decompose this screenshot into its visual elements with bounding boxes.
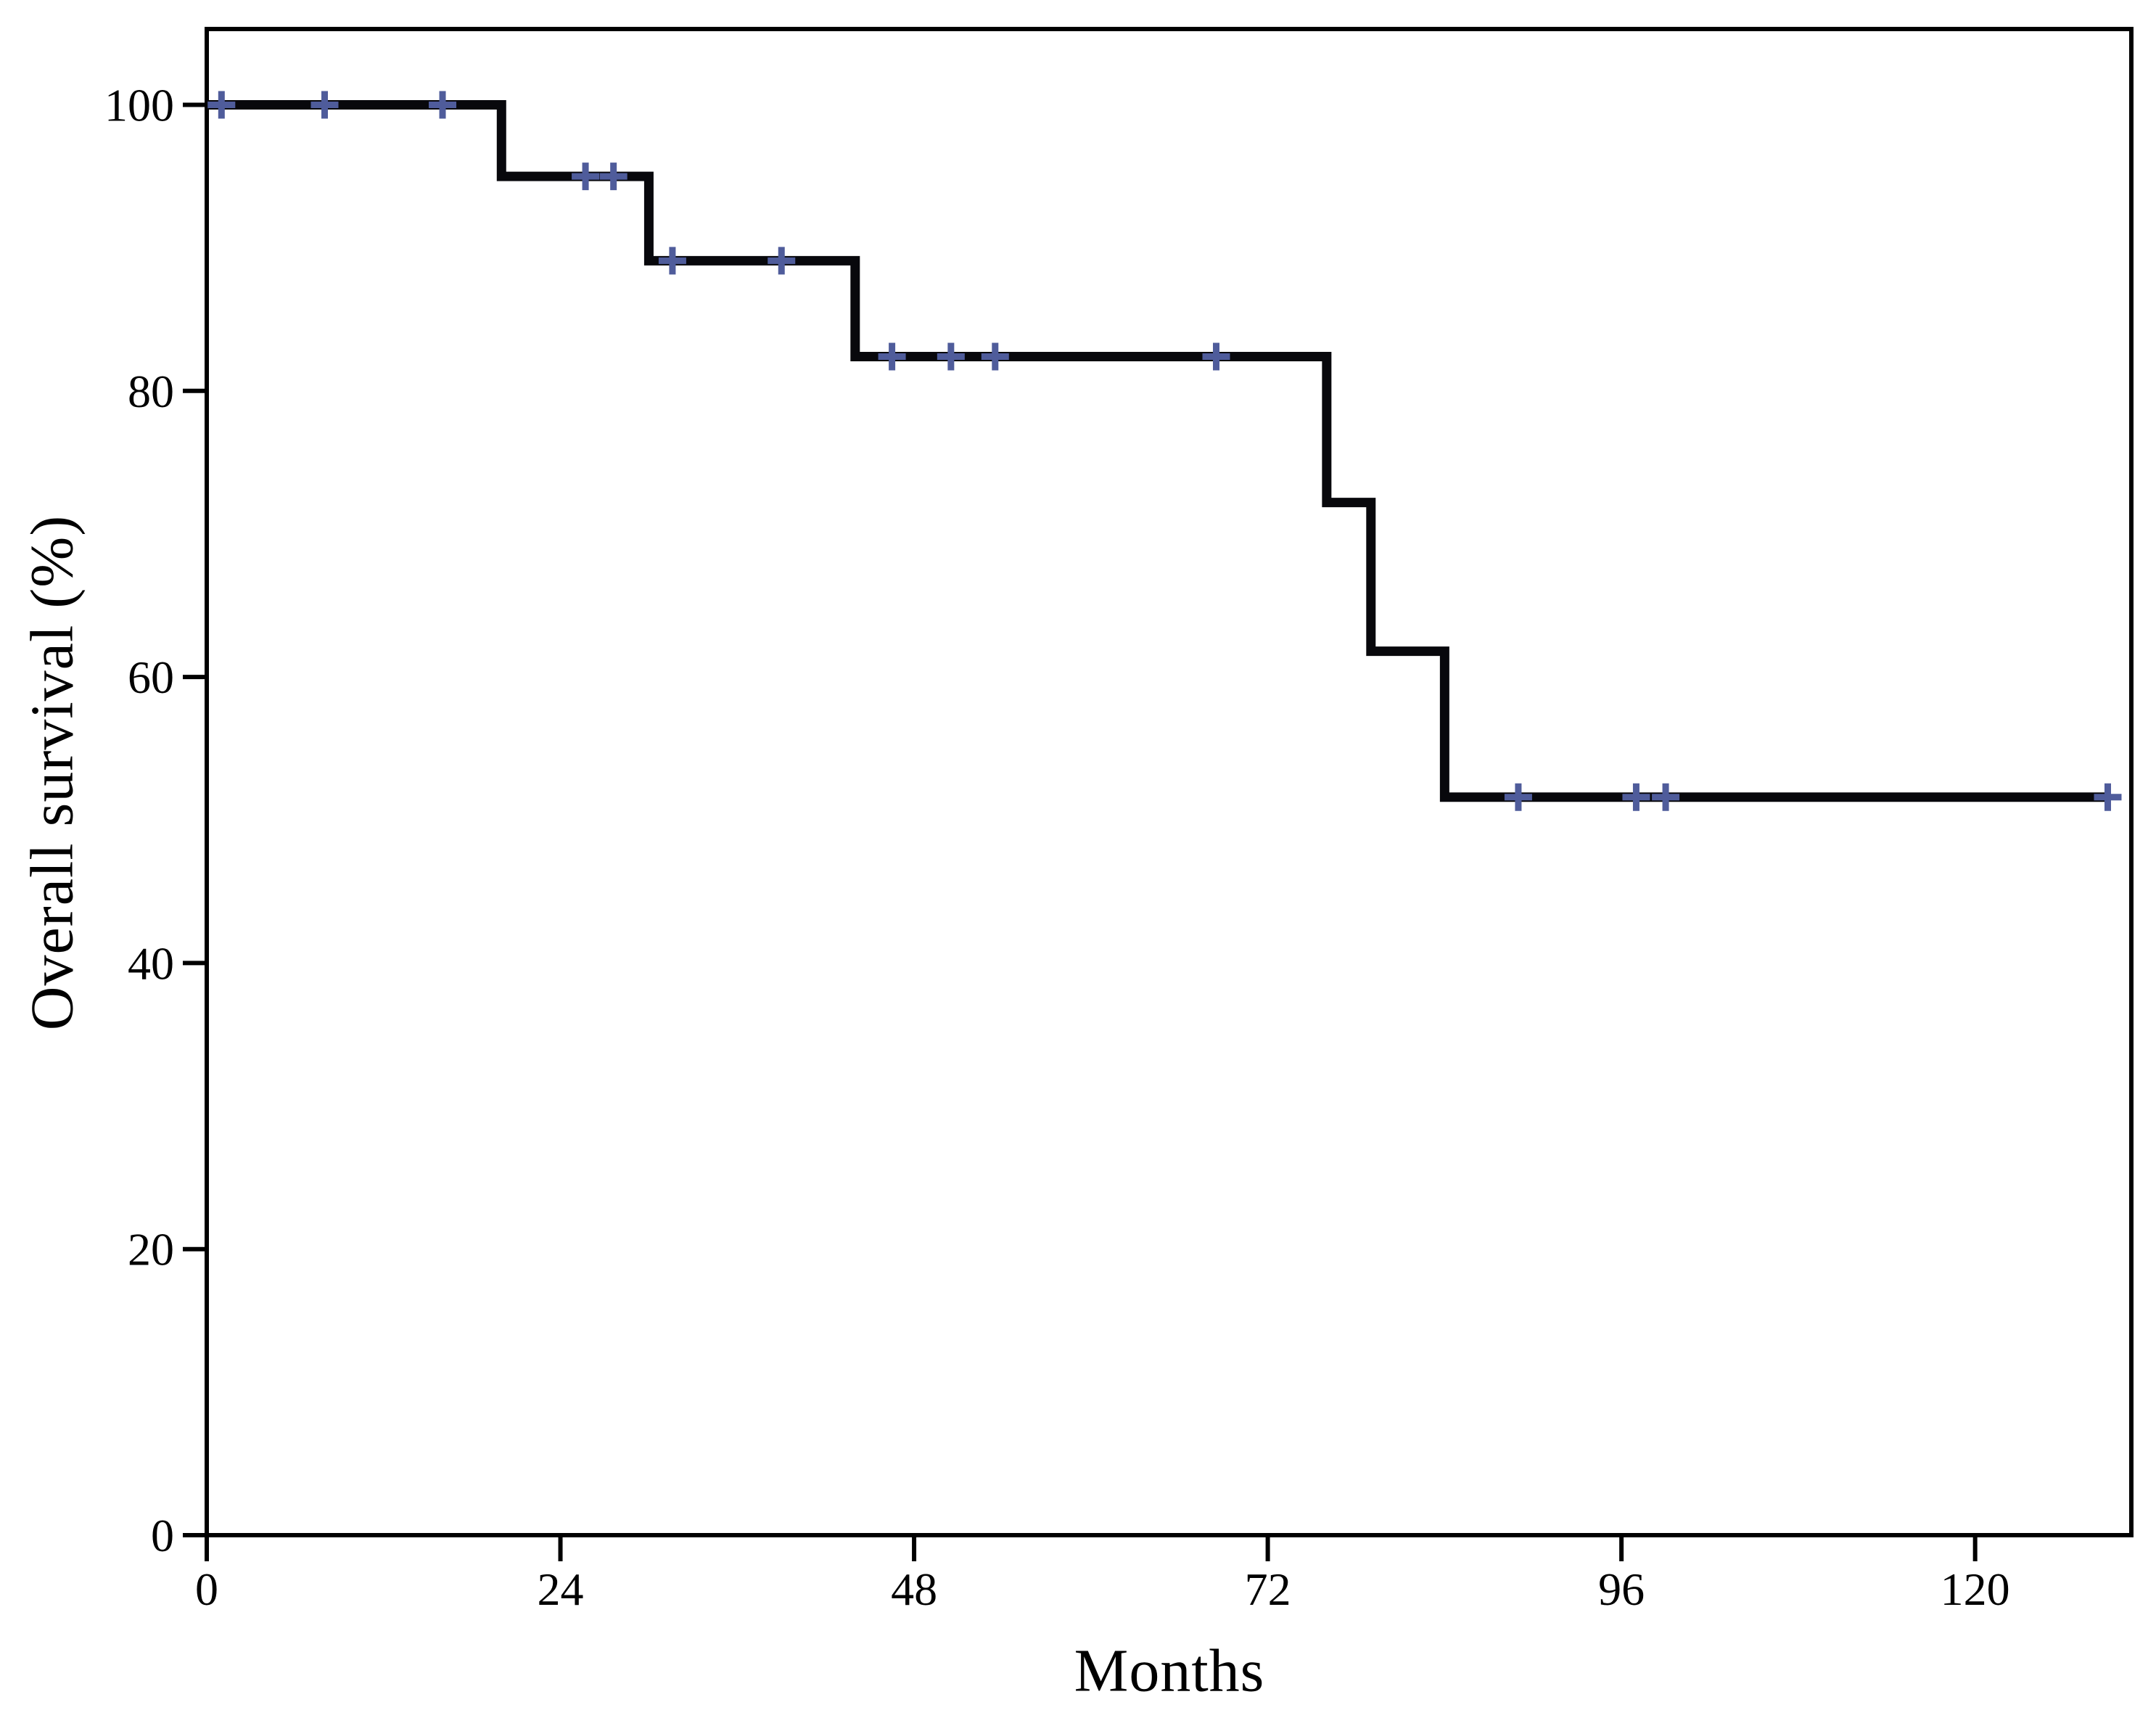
- x-tick-label: 0: [195, 1563, 218, 1615]
- y-tick-label: 100: [104, 79, 174, 131]
- x-axis-title: Months: [1074, 1637, 1265, 1705]
- plot-border: [205, 27, 2134, 1537]
- y-tick-label: 80: [128, 366, 174, 417]
- x-tick-label: 24: [538, 1563, 584, 1615]
- y-axis-title: Overall survival (%): [18, 514, 86, 1031]
- y-tick-label: 0: [151, 1510, 174, 1561]
- y-tick-label: 60: [128, 652, 174, 703]
- x-tick-label: 96: [1598, 1563, 1645, 1615]
- survival-curve: [207, 99, 2108, 802]
- x-tick-label: 48: [891, 1563, 937, 1615]
- y-tick-label: 20: [128, 1224, 174, 1275]
- y-tick-label: 40: [128, 937, 174, 989]
- x-tick-label: 120: [1941, 1563, 2010, 1615]
- x-tick-label: 72: [1245, 1563, 1291, 1615]
